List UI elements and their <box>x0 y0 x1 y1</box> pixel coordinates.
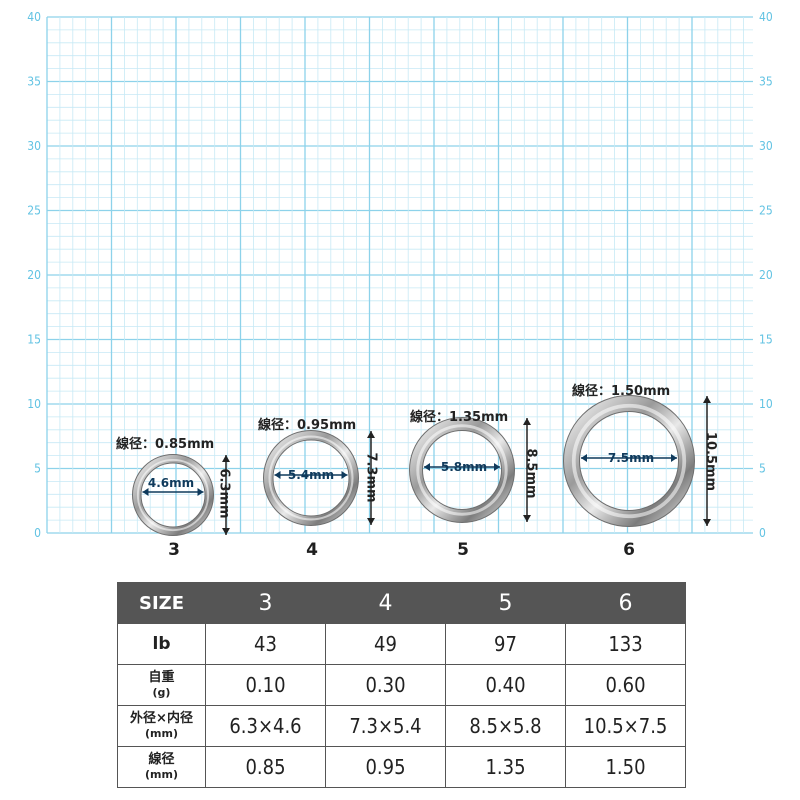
axis-tick-right: 10 <box>759 397 773 411</box>
axis-tick-right: 20 <box>759 268 773 282</box>
ring-highlight <box>571 403 687 519</box>
row-label-text: 外径×内径 <box>130 711 193 726</box>
axis-tick-right: 30 <box>759 139 773 153</box>
wire-diameter-label-3: 線径：0.85mm <box>116 437 215 452</box>
split-ring-3 <box>133 455 213 535</box>
ring-size-label-3: 3 <box>168 540 180 560</box>
table-cell: 0.85 <box>205 746 326 788</box>
axis-tick-left: 40 <box>27 10 41 24</box>
ring-size-label-5: 5 <box>457 540 469 560</box>
row-label-text: 自重 <box>148 670 175 685</box>
table-cell: 0.30 <box>325 664 446 706</box>
row-label-weight: 自重 (g) <box>117 664 206 706</box>
table-row-lb: lb 43 49 97 133 <box>117 623 686 665</box>
table-row-weight: 自重 (g) 0.10 0.30 0.40 0.60 <box>117 664 686 706</box>
outer-diameter-label-3: 6.3mm <box>216 468 232 519</box>
axis-tick-left: 0 <box>34 526 41 540</box>
axis-tick-right: 40 <box>759 10 773 24</box>
wire-diameter-label-4: 線径：0.95mm <box>258 418 357 433</box>
table-cell: 10.5×7.5 <box>565 705 686 747</box>
ring-size-label-4: 4 <box>306 540 318 560</box>
header-size: SIZE <box>117 582 206 624</box>
outer-diameter-label-4: 7.3mm <box>363 452 379 503</box>
header-size-4: 4 <box>325 582 446 624</box>
ring-highlight <box>416 424 508 516</box>
axis-tick-left: 25 <box>27 204 41 218</box>
table-cell: 97 <box>445 623 566 665</box>
table-cell: 43 <box>205 623 326 665</box>
spec-table: SIZE 3 4 5 6 lb 43 49 97 133 自重 (g) 0.10 … <box>117 582 686 788</box>
split-ring-5 <box>410 418 514 522</box>
table-cell: 7.3×5.4 <box>325 705 446 747</box>
table-cell: 133 <box>565 623 686 665</box>
table-cell: 8.5×5.8 <box>445 705 566 747</box>
table-cell: 0.10 <box>205 664 326 706</box>
header-size-6: 6 <box>565 582 686 624</box>
table-cell: 1.50 <box>565 746 686 788</box>
table-cell: 0.60 <box>565 664 686 706</box>
ring-highlight <box>136 458 210 532</box>
axis-tick-right: 15 <box>759 333 773 347</box>
axis-tick-right: 35 <box>759 75 773 89</box>
header-size-5: 5 <box>445 582 566 624</box>
table-cell: 0.40 <box>445 664 566 706</box>
table-cell: 0.95 <box>325 746 446 788</box>
inner-diameter-label-3: 4.6mm <box>147 476 195 490</box>
table-header-row: SIZE 3 4 5 6 <box>117 582 686 624</box>
axis-tick-left: 15 <box>27 333 41 347</box>
row-label-text: 線径 <box>148 752 175 767</box>
axis-tick-left: 30 <box>27 139 41 153</box>
row-label-unit: (mm) <box>145 768 178 781</box>
axis-tick-right: 25 <box>759 204 773 218</box>
axis-tick-left: 10 <box>27 397 41 411</box>
graph-paper-grid: 0 0 5 5 10 10 15 15 20 20 25 25 30 30 35 35 40 40 <box>27 10 773 540</box>
outer-diameter-label-6: 10.5mm <box>703 431 719 492</box>
outer-diameter-label-5: 8.5mm <box>523 448 539 499</box>
row-label-outer-inner: 外径×内径 (mm) <box>117 705 206 747</box>
table-row-outer-inner: 外径×内径 (mm) 6.3×4.6 7.3×5.4 8.5×5.8 10.5×7… <box>117 705 686 747</box>
axis-tick-left: 5 <box>34 462 41 476</box>
inner-diameter-label-6: 7.5mm <box>607 451 655 465</box>
header-size-3: 3 <box>205 582 326 624</box>
split-ring-6 <box>564 396 694 526</box>
row-label-wire: 線径 (mm) <box>117 746 206 788</box>
split-ring-4 <box>264 431 358 525</box>
wire-diameter-label-5: 線径：1.35mm <box>410 410 509 425</box>
table-cell: 6.3×4.6 <box>205 705 326 747</box>
table-cell: 49 <box>325 623 446 665</box>
wire-diameter-label-6: 線径：1.50mm <box>572 384 671 399</box>
row-label-text: lb <box>152 633 171 654</box>
size-chart: 0 0 5 5 10 10 15 15 20 20 25 25 30 30 35 35 40 40 3 4 5 6… <box>27 10 773 560</box>
ring-highlight <box>268 435 354 521</box>
table-row-wire: 線径 (mm) 0.85 0.95 1.35 1.50 <box>117 746 686 788</box>
axis-tick-left: 20 <box>27 268 41 282</box>
inner-diameter-label-4: 5.4mm <box>287 468 335 482</box>
table-cell: 1.35 <box>445 746 566 788</box>
row-label-lb: lb <box>117 623 206 665</box>
row-label-unit: (mm) <box>145 727 178 740</box>
row-label-unit: (g) <box>152 686 171 699</box>
axis-tick-right: 0 <box>759 526 766 540</box>
inner-diameter-label-5: 5.8mm <box>440 460 488 474</box>
axis-tick-right: 5 <box>759 462 766 476</box>
axis-tick-left: 35 <box>27 75 41 89</box>
ring-size-label-6: 6 <box>623 540 635 560</box>
